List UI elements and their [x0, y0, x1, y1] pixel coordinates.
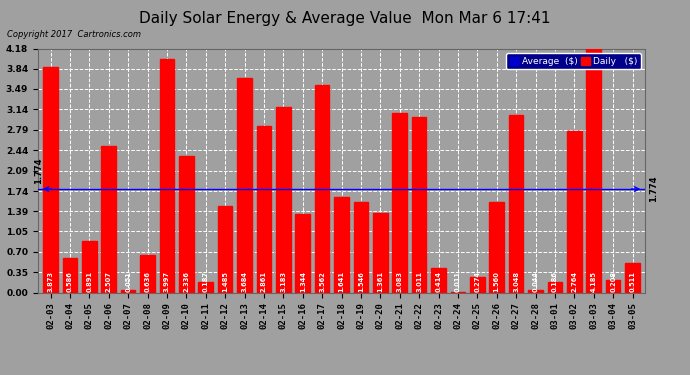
Bar	[606, 280, 620, 292]
Text: 1.774: 1.774	[649, 176, 658, 202]
Bar	[489, 201, 504, 292]
Bar	[315, 85, 329, 292]
Bar	[218, 206, 233, 292]
Bar	[334, 197, 349, 292]
Text: 0.891: 0.891	[86, 271, 92, 292]
Text: 0.636: 0.636	[145, 271, 150, 292]
Bar	[237, 78, 252, 292]
Bar	[199, 282, 213, 292]
Text: 3.997: 3.997	[164, 271, 170, 292]
Text: 0.051: 0.051	[125, 271, 131, 292]
Text: 2.336: 2.336	[184, 271, 189, 292]
Text: 0.511: 0.511	[629, 271, 635, 292]
Text: 0.586: 0.586	[67, 271, 73, 292]
Bar	[412, 117, 426, 292]
Text: Copyright 2017  Cartronics.com: Copyright 2017 Cartronics.com	[7, 30, 141, 39]
Bar	[257, 126, 271, 292]
Text: 3.183: 3.183	[280, 271, 286, 292]
Bar	[101, 146, 116, 292]
Text: 1.774: 1.774	[34, 158, 43, 184]
Bar	[548, 282, 562, 292]
Bar	[586, 48, 601, 292]
Bar	[431, 268, 446, 292]
Bar	[159, 59, 175, 292]
Text: 1.546: 1.546	[358, 271, 364, 292]
Bar	[393, 113, 407, 292]
Text: 2.507: 2.507	[106, 271, 112, 292]
Text: Daily Solar Energy & Average Value  Mon Mar 6 17:41: Daily Solar Energy & Average Value Mon M…	[139, 11, 551, 26]
Text: 1.344: 1.344	[299, 271, 306, 292]
Text: 4.185: 4.185	[591, 271, 597, 292]
Bar	[82, 240, 97, 292]
Bar	[43, 67, 58, 292]
Text: 1.361: 1.361	[377, 271, 384, 292]
Bar	[179, 156, 194, 292]
Text: 0.414: 0.414	[435, 271, 442, 292]
Bar	[276, 107, 290, 292]
Text: 0.274: 0.274	[474, 271, 480, 292]
Text: 0.011: 0.011	[455, 271, 461, 292]
Text: 3.684: 3.684	[241, 271, 248, 292]
Bar	[529, 290, 543, 292]
Text: 0.208: 0.208	[610, 271, 616, 292]
Text: 3.562: 3.562	[319, 271, 325, 292]
Bar	[121, 290, 135, 292]
Bar	[140, 255, 155, 292]
Text: 3.083: 3.083	[397, 271, 403, 292]
Text: 0.187: 0.187	[203, 271, 209, 292]
Text: 2.861: 2.861	[261, 271, 267, 292]
Text: 2.764: 2.764	[571, 271, 578, 292]
Bar	[625, 263, 640, 292]
Bar	[567, 131, 582, 292]
Text: 1.560: 1.560	[494, 271, 500, 292]
Text: 1.485: 1.485	[222, 271, 228, 292]
Text: 3.011: 3.011	[416, 271, 422, 292]
Bar	[373, 213, 388, 292]
Bar	[354, 202, 368, 292]
Text: 0.044: 0.044	[533, 271, 538, 292]
Bar	[295, 214, 310, 292]
Bar	[63, 258, 77, 292]
Bar	[470, 276, 484, 292]
Bar	[509, 115, 524, 292]
Text: 3.048: 3.048	[513, 271, 519, 292]
Legend: Average  ($), Daily   ($): Average ($), Daily ($)	[506, 53, 640, 69]
Text: 0.186: 0.186	[552, 271, 558, 292]
Text: 3.873: 3.873	[48, 271, 54, 292]
Text: 1.641: 1.641	[339, 271, 344, 292]
